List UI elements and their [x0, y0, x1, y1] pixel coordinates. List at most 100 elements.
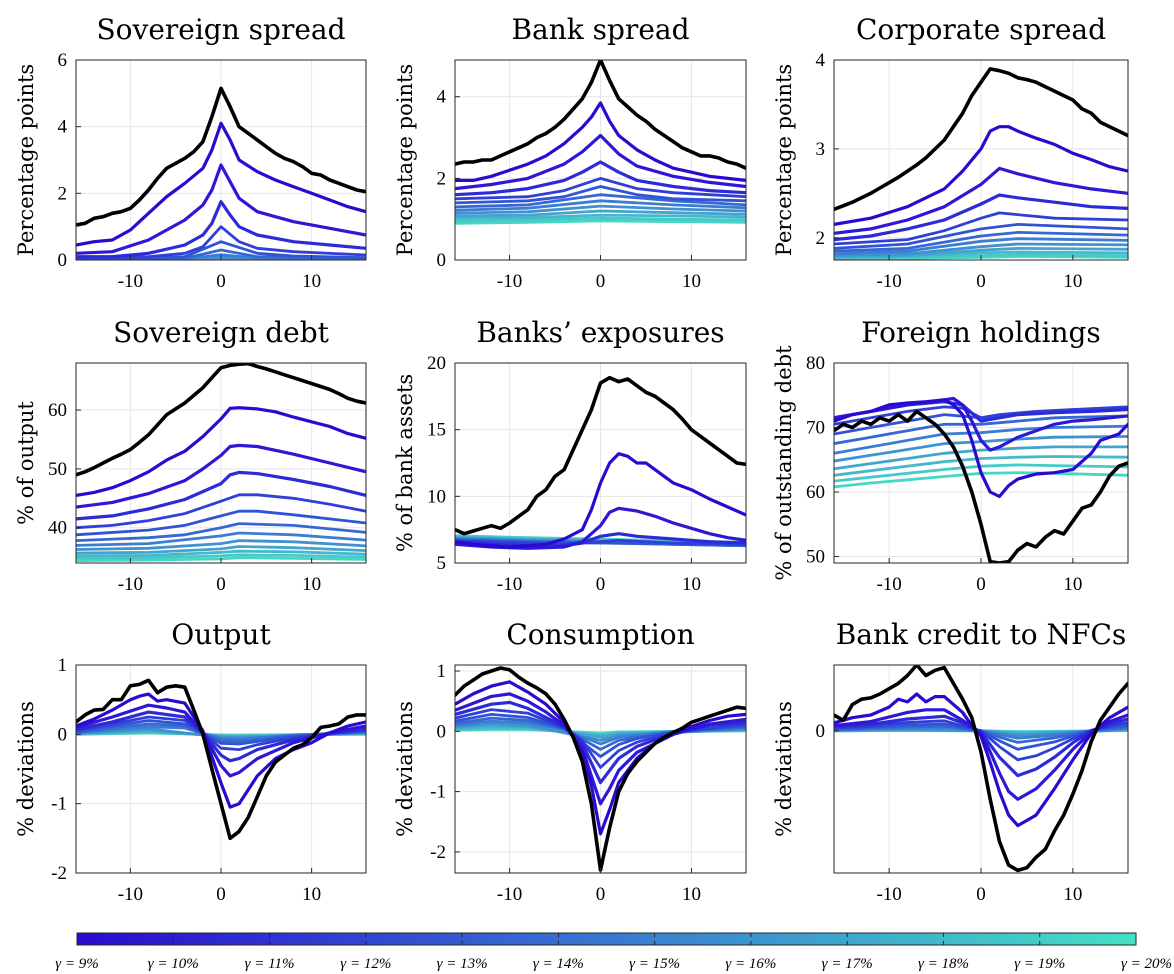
- series-line-10: [834, 455, 1128, 477]
- series-line-5: [455, 713, 746, 758]
- chart-title: Corporate spread: [856, 13, 1106, 46]
- y-axis-label: % of outstanding debt: [772, 345, 796, 581]
- y-axis-label: Percentage points: [393, 64, 417, 256]
- y-tick-label: 80: [806, 353, 825, 374]
- y-tick-label: 1: [437, 661, 447, 682]
- series-line-0: [76, 86, 366, 227]
- series-line-4: [76, 225, 366, 260]
- x-tick-label: 0: [596, 574, 606, 595]
- series-line-2: [76, 703, 366, 778]
- series-line-5: [834, 223, 1128, 250]
- x-tick-label: 10: [302, 271, 321, 292]
- colorbar-label: γ = 17%: [822, 956, 873, 972]
- series-line-5: [76, 240, 366, 260]
- x-tick-label: 0: [976, 574, 986, 595]
- y-tick-label: 15: [427, 420, 446, 441]
- x-tick-label: -10: [497, 271, 522, 292]
- x-tick-label: -10: [876, 574, 901, 595]
- series-line-12: [455, 219, 746, 225]
- series-lines: [834, 665, 1128, 873]
- series-line-10: [76, 549, 366, 558]
- chart-title: Bank spread: [511, 13, 689, 46]
- series-line-7: [76, 531, 366, 547]
- series-line-3: [76, 200, 366, 259]
- x-tick-label: 10: [682, 271, 701, 292]
- x-tick-label: 0: [216, 271, 226, 292]
- y-tick-label: 1: [58, 655, 68, 676]
- series-line-9: [76, 545, 366, 555]
- x-tick-label: -10: [497, 574, 522, 595]
- y-tick-label: 2: [58, 183, 68, 204]
- series-line-11: [455, 216, 746, 223]
- y-axis-label: % deviations: [14, 701, 38, 837]
- series-line-8: [76, 539, 366, 551]
- series-line-6: [76, 522, 366, 542]
- x-tick-label: -10: [876, 271, 901, 292]
- series-line-1: [834, 398, 1128, 499]
- y-axis-label: Percentage points: [772, 64, 796, 256]
- series-line-0: [76, 363, 366, 477]
- series-line-2: [834, 166, 1128, 235]
- series-line-0: [834, 67, 1128, 212]
- y-tick-label: 0: [816, 721, 826, 742]
- colorbar-label: γ = 18%: [918, 956, 969, 972]
- y-tick-label: 20: [427, 353, 446, 374]
- series-line-3: [76, 470, 366, 521]
- colorbar-label: γ = 12%: [340, 956, 391, 972]
- chart-title: Banks’ exposures: [476, 316, 724, 349]
- y-tick-label: 60: [806, 482, 825, 503]
- y-tick-label: 4: [816, 50, 826, 71]
- x-tick-label: -10: [118, 884, 143, 905]
- y-tick-label: 70: [806, 418, 825, 439]
- colorbar: γ = 9% γ = 10% γ = 11% γ = 12% γ = 13% γ = 14…: [55, 932, 1172, 972]
- series-lines: [834, 396, 1128, 563]
- series-line-9: [455, 209, 746, 218]
- y-axis-label: % deviations: [772, 701, 796, 837]
- series-line-2: [76, 443, 366, 509]
- chart-title: Consumption: [506, 618, 694, 651]
- series-line-1: [76, 406, 366, 497]
- colorbar-label: γ = 16%: [725, 956, 776, 972]
- colorbar-label: γ = 9%: [55, 956, 99, 972]
- colorbar-bar: [76, 932, 1137, 946]
- series-line-8: [455, 204, 746, 215]
- y-tick-label: 0: [437, 250, 447, 271]
- series-line-0: [455, 60, 746, 170]
- chart-title: Output: [171, 618, 271, 651]
- panel-8: -10 0 10 0 Bank credit to NFCs % deviations: [772, 618, 1129, 905]
- y-tick-label: 60: [48, 400, 67, 421]
- chart-title: Bank credit to NFCs: [836, 618, 1127, 651]
- x-tick-label: 0: [216, 884, 226, 905]
- series-line-7: [834, 237, 1128, 256]
- series-line-2: [76, 163, 366, 255]
- series-lines: [76, 363, 366, 562]
- y-tick-label: 50: [806, 547, 825, 568]
- colorbar-label: γ = 14%: [533, 956, 584, 972]
- colorbar-label: γ = 20%: [1121, 956, 1172, 972]
- series-line-3: [76, 710, 366, 763]
- y-tick-label: 0: [58, 724, 68, 745]
- x-tick-label: 0: [596, 271, 606, 292]
- series-line-8: [834, 242, 1128, 257]
- colorbar-label: γ = 10%: [148, 956, 199, 972]
- panel-4: -10 0 10 5 10 15 20 Banks’ exposures % of bank a…: [393, 316, 747, 595]
- series-line-1: [455, 680, 746, 836]
- series-line-5: [834, 722, 1128, 751]
- x-tick-label: 10: [682, 884, 701, 905]
- series-line-4: [76, 493, 366, 530]
- colorbar-label: γ = 19%: [1014, 956, 1065, 972]
- series-line-6: [834, 231, 1128, 253]
- y-tick-label: 3: [816, 139, 826, 160]
- series-line-4: [455, 538, 746, 546]
- colorbar-label: γ = 15%: [629, 956, 680, 972]
- y-tick-label: -2: [51, 863, 67, 884]
- y-tick-label: 40: [48, 518, 67, 539]
- series-line-10: [455, 213, 746, 220]
- y-tick-label: -2: [430, 842, 446, 863]
- y-tick-label: 2: [816, 228, 826, 249]
- y-axis-label: % deviations: [393, 701, 417, 837]
- x-tick-label: 10: [682, 574, 701, 595]
- panel-3: -10 0 10 40 50 60 Sovereign debt % of output: [14, 316, 367, 595]
